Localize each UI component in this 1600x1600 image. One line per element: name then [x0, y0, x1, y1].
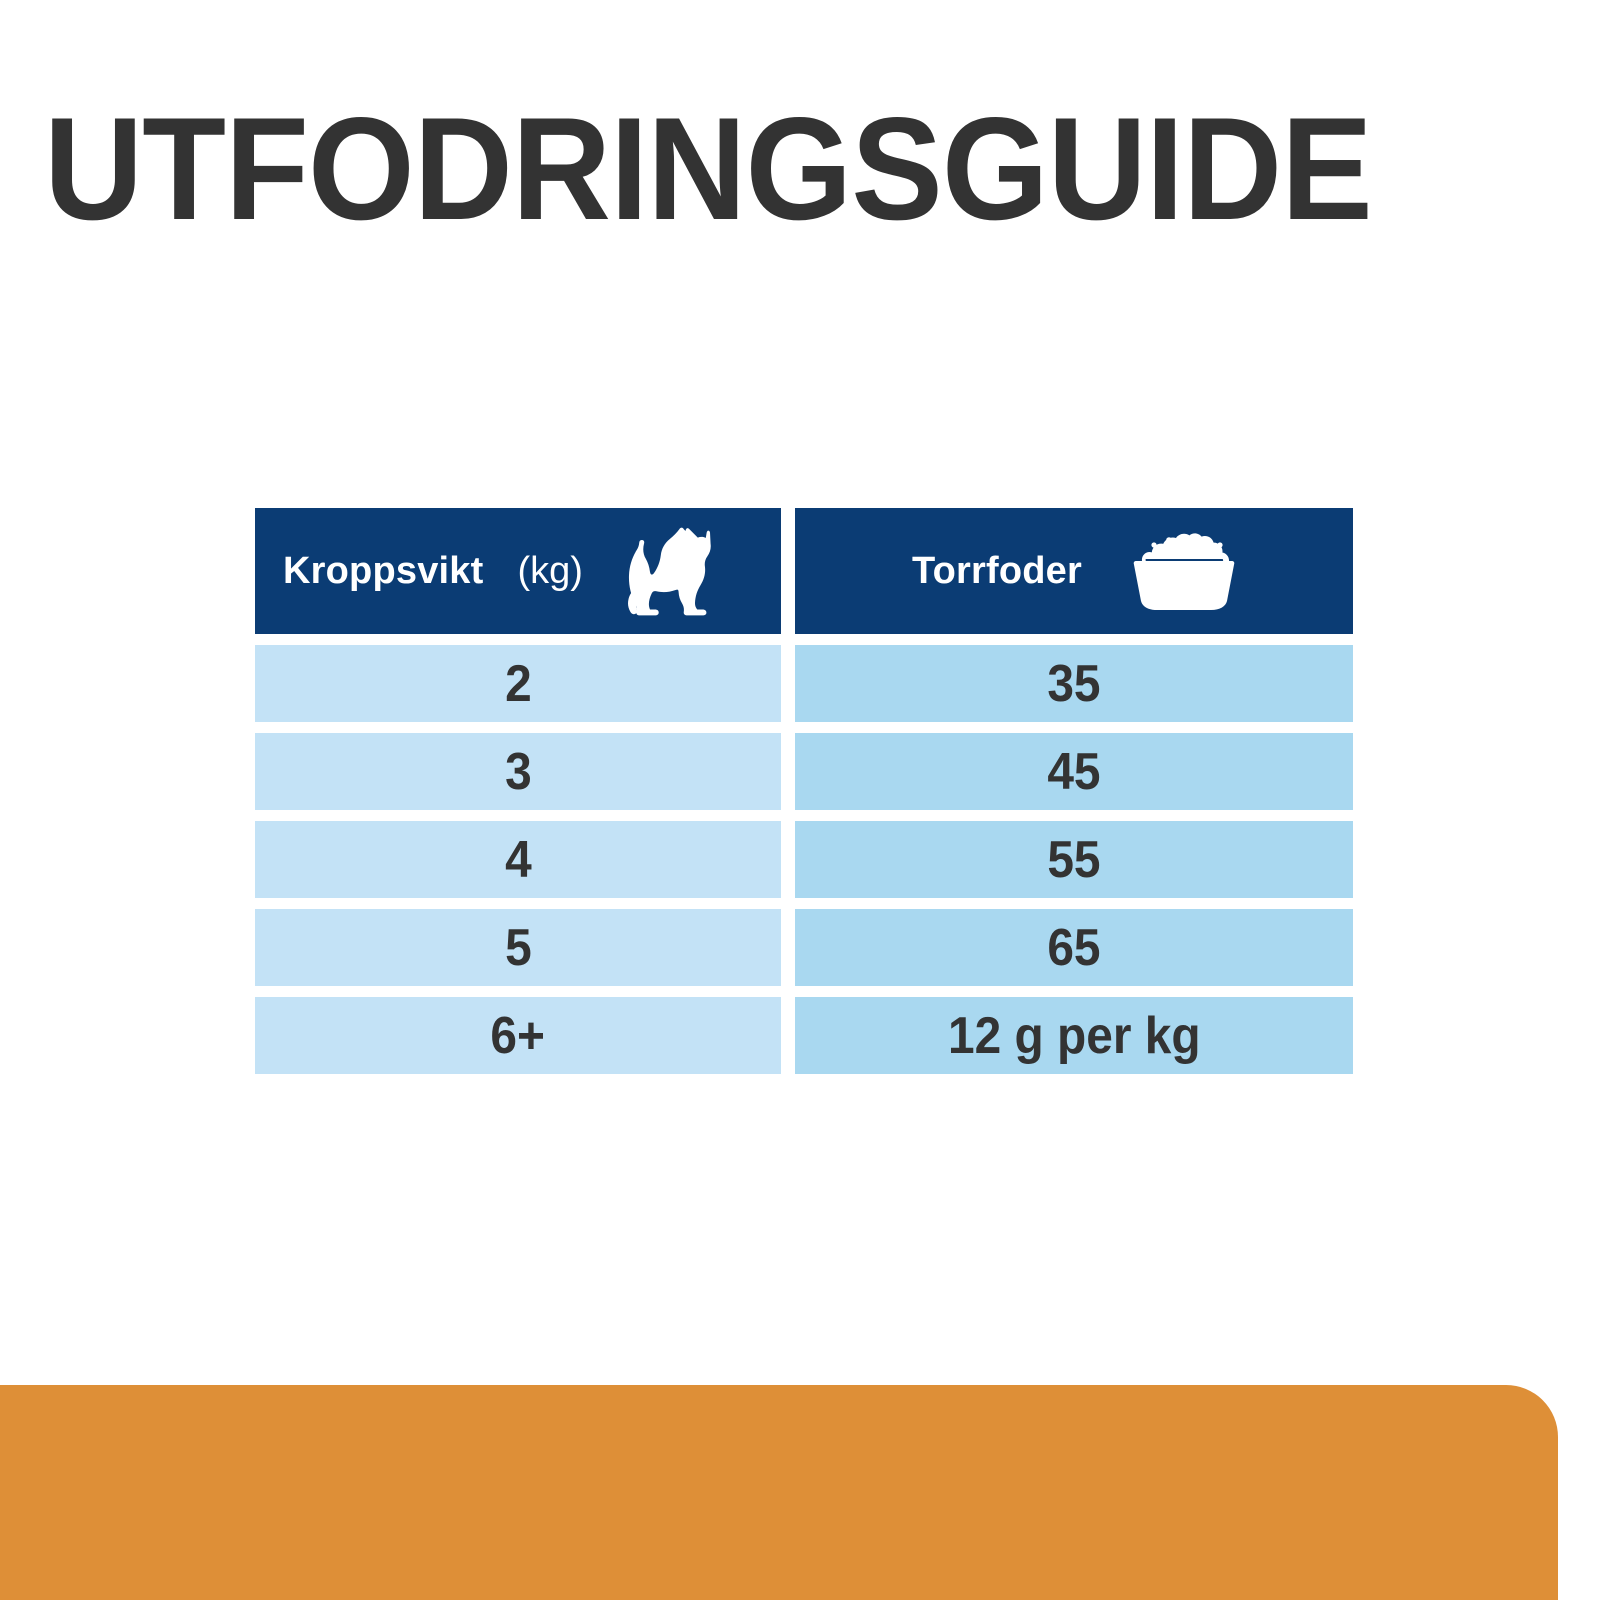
- table-row: 2 35: [255, 645, 1353, 722]
- table-header-row: Kroppsvikt (kg) Torrfoder: [255, 508, 1353, 634]
- cell-value: 55: [1047, 830, 1101, 889]
- table-row: 4 55: [255, 821, 1353, 898]
- column-header-dryfood-label: Torrfoder: [912, 549, 1082, 592]
- cell-value: 12 g per kg: [947, 1006, 1201, 1065]
- column-header-bodyweight-unit: (kg): [517, 549, 583, 592]
- column-header-bodyweight: Kroppsvikt (kg): [255, 508, 781, 634]
- cell-bodyweight: 4: [255, 821, 781, 898]
- table-row: 6+ 12 g per kg: [255, 997, 1353, 1074]
- cell-value: 4: [504, 830, 532, 889]
- cell-bodyweight: 6+: [255, 997, 781, 1074]
- food-bowl-icon: [1132, 531, 1236, 611]
- cell-value: 45: [1047, 742, 1101, 801]
- cell-dryfood: 55: [795, 821, 1353, 898]
- cell-bodyweight: 3: [255, 733, 781, 810]
- cell-value: 2: [504, 654, 532, 713]
- table-row: 5 65: [255, 909, 1353, 986]
- cell-bodyweight: 2: [255, 645, 781, 722]
- cell-bodyweight: 5: [255, 909, 781, 986]
- column-header-dryfood: Torrfoder: [795, 508, 1353, 634]
- cell-value: 3: [504, 742, 532, 801]
- cat-icon: [627, 525, 711, 617]
- cell-dryfood: 35: [795, 645, 1353, 722]
- cell-value: 5: [504, 918, 532, 977]
- cell-value: 35: [1047, 654, 1101, 713]
- table-row: 3 45: [255, 733, 1353, 810]
- cell-dryfood: 65: [795, 909, 1353, 986]
- footer-band: [0, 1385, 1558, 1600]
- cell-dryfood: 45: [795, 733, 1353, 810]
- feeding-guide-table: Kroppsvikt (kg) Torrfoder: [255, 508, 1353, 1074]
- cell-dryfood: 12 g per kg: [795, 997, 1353, 1074]
- column-header-bodyweight-label: Kroppsvikt: [283, 549, 484, 592]
- cell-value: 65: [1047, 918, 1101, 977]
- cell-value: 6+: [490, 1006, 546, 1065]
- page-title: UTFODRINGSGUIDE: [44, 87, 1373, 250]
